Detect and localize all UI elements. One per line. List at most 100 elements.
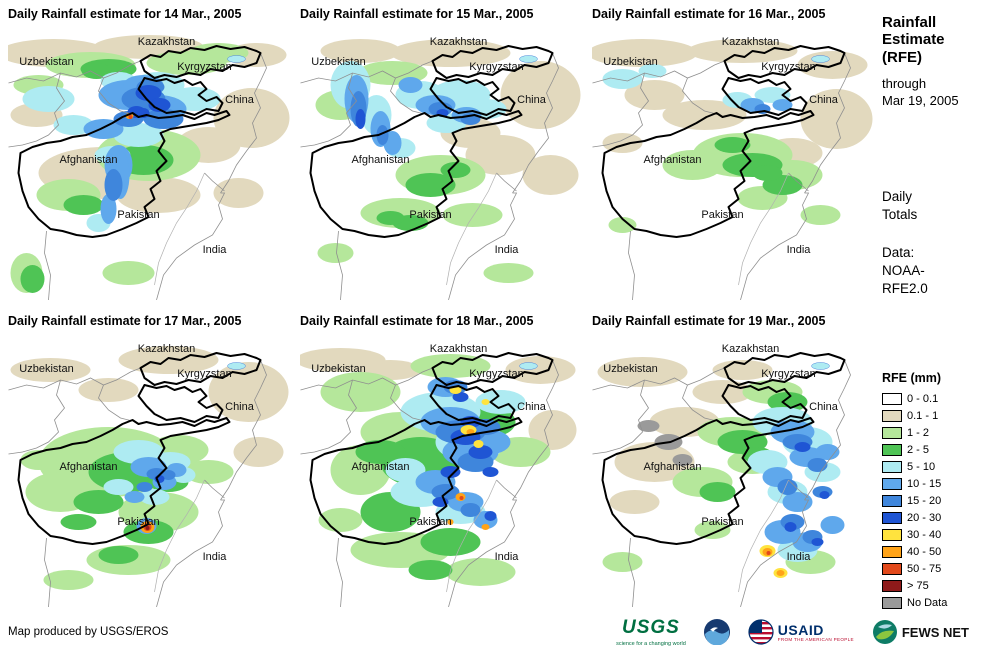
fewsnet-logo: FEWS NET bbox=[872, 619, 969, 645]
legend-label: > 75 bbox=[907, 580, 929, 593]
legend-swatch bbox=[882, 427, 902, 440]
country-label: Pakistan bbox=[701, 516, 743, 528]
country-label: Kyrgyzstan bbox=[761, 61, 815, 73]
legend-label: 15 - 20 bbox=[907, 495, 942, 508]
sidebar-daily-totals: Daily Totals bbox=[882, 188, 983, 224]
country-label: China bbox=[225, 401, 255, 413]
legend-swatch bbox=[882, 393, 902, 406]
legend-label: 2 - 5 bbox=[907, 444, 930, 457]
country-label: Afghanistan bbox=[59, 461, 117, 473]
sidebar-daily-line: Daily bbox=[882, 188, 913, 204]
legend-item: No Data bbox=[882, 595, 983, 612]
map-credit: Map produced by USGS/EROS bbox=[8, 626, 169, 639]
noaa-logo bbox=[703, 619, 730, 646]
legend-swatch bbox=[882, 495, 902, 508]
legend-label: 5 - 10 bbox=[907, 461, 936, 474]
country-label: Pakistan bbox=[701, 209, 743, 221]
legend-swatch bbox=[882, 512, 902, 525]
legend-swatch bbox=[882, 546, 902, 559]
country-label: Kazakhstan bbox=[722, 343, 779, 355]
legend-swatch bbox=[882, 580, 902, 593]
country-label: China bbox=[517, 94, 547, 106]
legend-swatch bbox=[882, 529, 902, 542]
map-panel-14-mar: Daily Rainfall estimate for 14 Mar., 200… bbox=[8, 6, 292, 305]
usaid-emblem-icon bbox=[748, 619, 774, 645]
legend-swatch bbox=[882, 597, 902, 610]
country-label: Uzbekistan bbox=[311, 363, 365, 375]
legend-label: 40 - 50 bbox=[907, 546, 942, 559]
sidebar-data-source: Data: NOAA- RFE2.0 bbox=[882, 244, 983, 299]
country-label: India bbox=[495, 244, 520, 256]
country-label: Pakistan bbox=[117, 516, 159, 528]
legend-swatch bbox=[882, 478, 902, 491]
legend-item: 20 - 30 bbox=[882, 510, 983, 527]
sidebar: Rainfall Estimate (RFE) through Mar 19, … bbox=[876, 6, 983, 612]
legend-title: RFE (mm) bbox=[882, 370, 942, 385]
fewsnet-emblem-icon bbox=[872, 620, 897, 645]
map-panel-17-mar: Daily Rainfall estimate for 17 Mar., 200… bbox=[8, 313, 292, 612]
legend-label: 10 - 15 bbox=[907, 478, 942, 491]
legend-item: 1 - 2 bbox=[882, 425, 983, 442]
content-area: Daily Rainfall estimate for 14 Mar., 200… bbox=[8, 6, 983, 612]
legend-swatch bbox=[882, 461, 902, 474]
panel-title: Daily Rainfall estimate for 14 Mar., 200… bbox=[8, 7, 242, 21]
rainfall-map-17-mar: Kazakhstan Uzbekistan Kyrgyzstan China Afgha… bbox=[8, 329, 292, 607]
sidebar-through: through bbox=[882, 75, 927, 91]
country-label: Uzbekistan bbox=[19, 56, 73, 68]
rainfall-map-15-mar: Kazakhstan Uzbekistan Kyrgyzstan China Afgha… bbox=[300, 23, 584, 300]
legend-swatch bbox=[882, 444, 902, 457]
panel-title: Daily Rainfall estimate for 15 Mar., 200… bbox=[300, 7, 534, 21]
country-label: India bbox=[495, 551, 520, 563]
country-label: Afghanistan bbox=[643, 154, 701, 166]
map-panel-19-mar: Daily Rainfall estimate for 19 Mar., 200… bbox=[592, 313, 876, 612]
map-panel-16-mar: Daily Rainfall estimate for 16 Mar., 200… bbox=[592, 6, 876, 305]
country-label: India bbox=[203, 244, 228, 256]
country-label: Pakistan bbox=[409, 209, 451, 221]
country-label: China bbox=[809, 94, 839, 106]
sidebar-date: Mar 19, 2005 bbox=[882, 92, 959, 108]
maps-grid: Daily Rainfall estimate for 14 Mar., 200… bbox=[8, 6, 876, 612]
sidebar-totals-line: Totals bbox=[882, 206, 918, 222]
legend-label: No Data bbox=[907, 597, 948, 610]
legend-item: 0 - 0.1 bbox=[882, 391, 983, 408]
country-label: Kazakhstan bbox=[430, 343, 487, 355]
noaa-emblem-icon bbox=[703, 619, 730, 646]
country-label: Kazakhstan bbox=[138, 36, 195, 48]
legend-label: 0.1 - 1 bbox=[907, 410, 939, 423]
usgs-logo-tagline: science for a changing world bbox=[616, 640, 686, 647]
logos-row: USGS science for a changing world bbox=[616, 618, 969, 648]
country-label: Uzbekistan bbox=[19, 363, 73, 375]
legend-label: 20 - 30 bbox=[907, 512, 942, 525]
usaid-logo-text: USAID bbox=[777, 621, 824, 638]
panel-title: Daily Rainfall estimate for 18 Mar., 200… bbox=[300, 313, 534, 328]
country-label: Kazakhstan bbox=[722, 36, 779, 48]
legend-item: 2 - 5 bbox=[882, 442, 983, 459]
country-label: India bbox=[203, 551, 228, 563]
panel-title: Daily Rainfall estimate for 17 Mar., 200… bbox=[8, 313, 242, 328]
legend-label: 0 - 0.1 bbox=[907, 393, 939, 406]
country-label: Kazakhstan bbox=[138, 343, 195, 355]
country-label: India bbox=[787, 244, 812, 256]
country-label: Kyrgyzstan bbox=[177, 368, 231, 380]
sidebar-data-label: Data: bbox=[882, 244, 915, 260]
legend-swatch bbox=[882, 563, 902, 576]
footer: Map produced by USGS/EROS USGS science f… bbox=[0, 612, 983, 648]
country-label: China bbox=[225, 94, 255, 106]
legend-item: 30 - 40 bbox=[882, 527, 983, 544]
country-label: Kyrgyzstan bbox=[469, 368, 523, 380]
sidebar-data-line2: RFE2.0 bbox=[882, 281, 928, 297]
map-panel-18-mar: Daily Rainfall estimate for 18 Mar., 200… bbox=[300, 313, 584, 612]
usaid-logo: USAID FROM THE AMERICAN PEOPLE bbox=[748, 619, 854, 645]
legend-label: 50 - 75 bbox=[907, 563, 942, 576]
legend-item: 5 - 10 bbox=[882, 459, 983, 476]
usgs-logo: USGS science for a changing world bbox=[616, 618, 686, 648]
legend-item: 10 - 15 bbox=[882, 476, 983, 493]
country-label: Pakistan bbox=[117, 209, 159, 221]
country-label: Kyrgyzstan bbox=[761, 368, 815, 380]
legend-list: 0 - 0.1 0.1 - 1 1 - 2 2 - 5 5 - 10 10 - 15 15 … bbox=[882, 391, 983, 612]
rainfall-map-19-mar: Kazakhstan Uzbekistan Kyrgyzstan China Afgha… bbox=[592, 329, 876, 607]
country-label: India bbox=[787, 551, 812, 563]
country-label: Afghanistan bbox=[643, 461, 701, 473]
panel-title: Daily Rainfall estimate for 19 Mar., 200… bbox=[592, 313, 826, 328]
